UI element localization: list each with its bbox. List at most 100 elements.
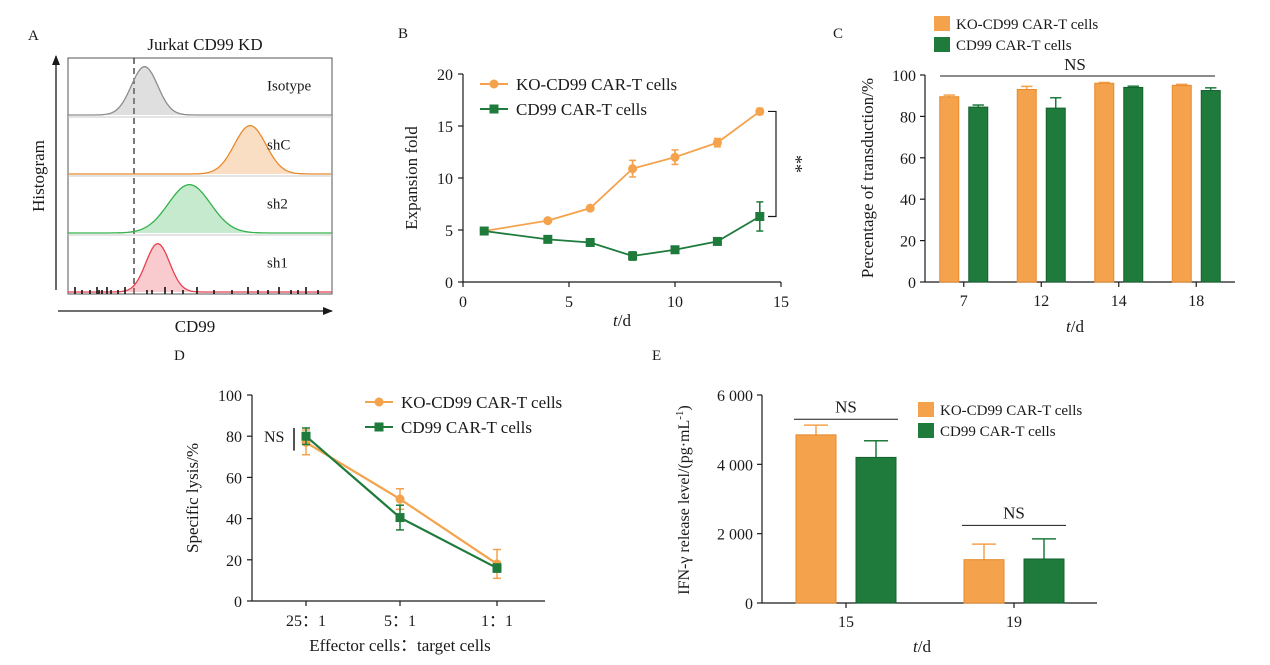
y-axis-label: Specific lysis/% xyxy=(183,443,202,553)
data-point xyxy=(670,245,680,255)
x-tick-label: 15 xyxy=(773,294,789,311)
series-line-0 xyxy=(484,110,761,232)
histogram-fill-sh2 xyxy=(68,184,332,233)
series-line-1 xyxy=(484,215,761,257)
histogram-curve-shC xyxy=(68,124,332,175)
histogram-fill-Isotype xyxy=(68,66,332,115)
legend-item-0-label: KO-CD99 CAR-T cells xyxy=(516,75,677,94)
histogram-fill-shC xyxy=(68,125,332,174)
data-point xyxy=(543,234,553,244)
legend-item-1-label: CD99 CAR-T cells xyxy=(516,100,647,119)
data-point xyxy=(628,251,638,261)
y-tick-label: 0 xyxy=(234,594,242,611)
bar-1-1 xyxy=(1023,558,1065,604)
data-point xyxy=(670,152,680,162)
significance-label-0: NS xyxy=(835,397,857,416)
x-tick-label: 5 xyxy=(565,294,573,311)
x-tick-label: 14 xyxy=(1111,293,1127,310)
y-tick-label: 0 xyxy=(908,275,916,292)
y-tick-label: 0 xyxy=(445,275,453,292)
panel-label-b: B xyxy=(398,26,408,42)
legend-label-0: KO-CD99 CAR-T cells xyxy=(940,403,1082,419)
data-point xyxy=(755,106,765,116)
y-axis-label: Expansion fold xyxy=(402,126,421,230)
x-axis-label: Effector cells：target cells xyxy=(309,636,491,655)
panel-b: B 0 5 10 15 20 0 5 10 15 t/d Expansion fold KO-CD99 … xyxy=(398,26,806,330)
legend-item-1-label: CD99 CAR-T cells xyxy=(401,418,532,437)
significance-label: ** xyxy=(786,155,806,173)
x-tick-label: 12 xyxy=(1033,293,1049,310)
y-tick-label: 10 xyxy=(437,171,453,188)
x-axis-label: t/d xyxy=(613,311,631,330)
data-point xyxy=(712,138,722,148)
y-tick-label: 60 xyxy=(900,151,916,168)
data-point xyxy=(395,513,405,523)
y-tick-label: 15 xyxy=(437,119,453,136)
panel-label-a: A xyxy=(28,28,39,44)
histogram-curve-Isotype xyxy=(68,65,332,116)
significance-bracket xyxy=(768,110,777,218)
legend-item-0-marker xyxy=(374,397,384,407)
y-tick-label: 40 xyxy=(900,192,916,209)
x-tick-label: 5：1 xyxy=(384,613,416,630)
histogram-curve-sh1 xyxy=(68,243,332,293)
bar-1-3 xyxy=(1200,90,1221,283)
legend-item-1-marker xyxy=(374,422,384,432)
y-tick-label: 4 000 xyxy=(717,457,753,474)
bar-0-1 xyxy=(963,559,1005,604)
panel-label-d: D xyxy=(174,348,185,364)
legend-swatch-1 xyxy=(934,37,950,52)
legend-label-0: KO-CD99 CAR-T cells xyxy=(956,17,1098,33)
panel-label-c: C xyxy=(833,26,843,42)
bar-1-2 xyxy=(1123,86,1144,283)
panel-c: C 0 20 40 60 80 100 7 12 14 18 Percentage of transd… xyxy=(833,16,1235,336)
x-tick-label: 1：1 xyxy=(481,613,513,630)
panel-d: D 0 20 40 60 80 100 25：1 5：1 1：1 Effector cells：ta… xyxy=(174,348,562,655)
histogram-x-label: CD99 xyxy=(175,317,216,336)
x-tick-label: 0 xyxy=(459,294,467,311)
legend-label-1: CD99 CAR-T cells xyxy=(956,38,1072,54)
histogram-y-label: Histogram xyxy=(29,140,48,212)
y-tick-label: 80 xyxy=(226,429,242,446)
y-tick-label: 5 xyxy=(445,223,453,240)
bar-0-0 xyxy=(795,434,837,604)
data-point xyxy=(755,211,765,221)
x-tick-label: 25：1 xyxy=(286,613,326,630)
y-tick-label: 40 xyxy=(226,512,242,529)
panel-e: E 0 2 000 4 000 6 000 15 19 IFN-γ release level… xyxy=(652,348,1097,656)
bar-0-1 xyxy=(1016,88,1037,283)
y-tick-label: 100 xyxy=(218,388,242,405)
bar-0-2 xyxy=(1094,82,1115,283)
legend-swatch-1 xyxy=(918,423,934,438)
data-point xyxy=(479,226,489,236)
panel-a: A Jurkat CD99 KD Isotype shC sh2 sh1 Histogram… xyxy=(28,28,333,336)
significance-label-1: NS xyxy=(1003,503,1025,522)
data-point xyxy=(395,494,405,504)
legend-item-0-label: KO-CD99 CAR-T cells xyxy=(401,393,562,412)
legend-swatch-0 xyxy=(918,402,934,417)
y-tick-label: 20 xyxy=(900,234,916,251)
histogram-curve-sh2 xyxy=(68,183,332,234)
histogram-title: Jurkat CD99 KD xyxy=(147,35,262,54)
y-tick-label: 100 xyxy=(892,68,916,85)
x-tick-label: 18 xyxy=(1188,293,1204,310)
x-tick-label: 15 xyxy=(838,614,854,631)
bar-0-3 xyxy=(1171,84,1192,283)
histogram-label-sh1: sh1 xyxy=(267,255,288,271)
significance-label: NS xyxy=(264,429,284,446)
y-tick-label: 20 xyxy=(226,553,242,570)
histogram-label-shC: shC xyxy=(267,137,290,153)
data-point xyxy=(712,236,722,246)
legend-label-1: CD99 CAR-T cells xyxy=(940,424,1056,440)
x-axis-label: t/d xyxy=(1066,317,1084,336)
histogram-fill-sh1 xyxy=(68,243,332,292)
data-point xyxy=(492,563,502,573)
x-tick-label: 7 xyxy=(960,293,968,310)
bar-1-0 xyxy=(855,456,897,604)
bar-1-0 xyxy=(968,106,989,283)
y-tick-label: 0 xyxy=(745,596,753,613)
x-tick-label: 19 xyxy=(1006,614,1022,631)
y-tick-label: 2 000 xyxy=(717,527,753,544)
y-tick-label: 60 xyxy=(226,470,242,487)
